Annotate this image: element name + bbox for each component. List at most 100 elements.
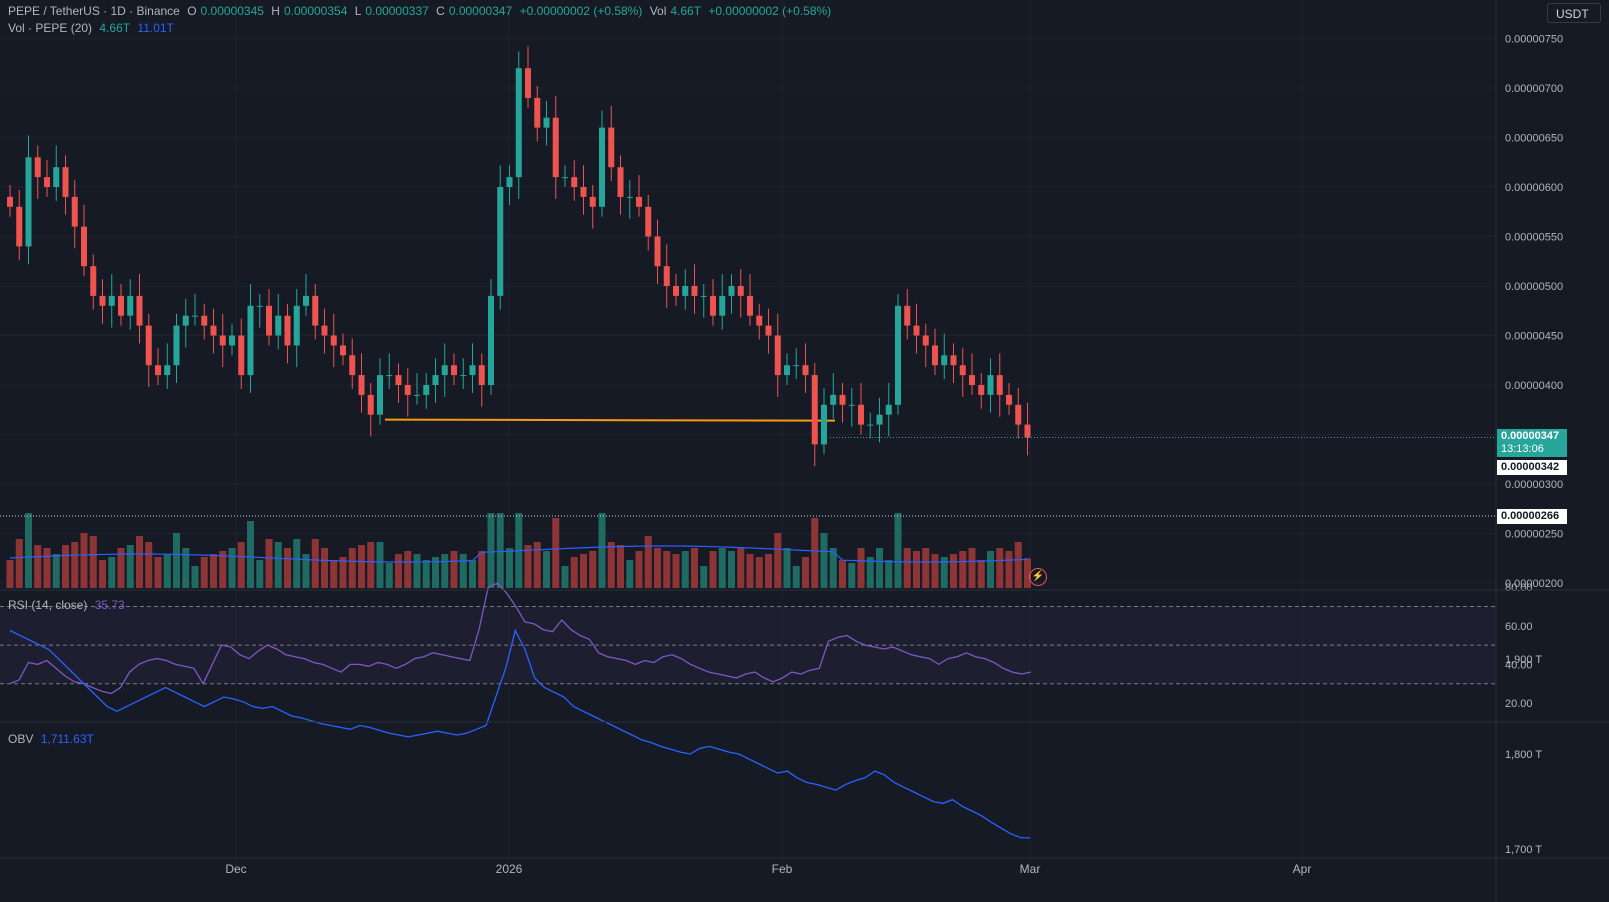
volume-bar (894, 513, 902, 588)
candle-body (1024, 424, 1031, 438)
lightning-icon[interactable]: ⚡ (1029, 568, 1047, 586)
volume-bar (765, 554, 772, 588)
candle-body (774, 335, 781, 376)
candle-body (321, 325, 328, 336)
candle-body (155, 365, 161, 376)
volume-bar (15, 539, 23, 588)
volume-bar (783, 548, 791, 588)
volume-legend-value: 4.66T (99, 21, 131, 35)
price-tick-label: 0.00000300 (1505, 479, 1563, 491)
candle-body (256, 305, 263, 307)
volume-bar (228, 548, 236, 588)
ohlc-vol: Vol 4.66T (649, 4, 702, 18)
obv-legend[interactable]: OBV 1,711.63T (8, 732, 94, 746)
volume-bar (755, 557, 763, 588)
candle-body (747, 295, 753, 316)
volume-bar (728, 551, 735, 588)
volume-bar (681, 551, 689, 588)
rsi-legend[interactable]: RSI (14, close) 35.73 (8, 598, 125, 612)
volume-bar (580, 554, 587, 588)
candle-body (626, 196, 633, 198)
obv-tick-label: 1,800 T (1505, 749, 1542, 761)
volume-bar (210, 554, 217, 588)
volume-bar (820, 533, 828, 588)
volume-bar (422, 560, 430, 588)
candle-body (941, 355, 948, 366)
volume-bar (617, 545, 624, 588)
candle-body (173, 325, 180, 366)
candle-body (201, 315, 208, 326)
volume-bar (848, 563, 856, 588)
candle-body (136, 295, 143, 326)
rsi-tick-label: 40.00 (1505, 659, 1533, 671)
volume-bar (237, 542, 245, 588)
volume-bar (126, 545, 134, 588)
candle-body (996, 375, 1003, 395)
volume-bar (543, 551, 550, 588)
volume-bar (1014, 542, 1022, 588)
symbol-label[interactable]: PEPE / TetherUS · 1D · Binance (8, 4, 180, 18)
volume-bar (1024, 558, 1031, 588)
candle-body (247, 305, 254, 376)
volume-bar (607, 542, 615, 588)
candle-body (663, 266, 670, 286)
candle-body (858, 404, 864, 425)
obv-tick-label: 1,900 T (1505, 654, 1542, 666)
candle-body (478, 365, 485, 385)
volume-bar (672, 554, 680, 588)
candle-body (99, 295, 106, 306)
candle-body (691, 286, 698, 296)
candle-body (497, 187, 504, 296)
candle-body (821, 404, 827, 445)
candle-body (645, 206, 652, 237)
volume-bar (700, 566, 708, 588)
candle-body (367, 394, 374, 415)
candle-body (765, 325, 772, 336)
volume-bar (709, 551, 717, 588)
candle-body (164, 365, 171, 376)
volume-bar (635, 551, 643, 588)
volume-bar (903, 548, 911, 588)
currency-unit-button[interactable]: USDT (1547, 3, 1601, 23)
candle-body (515, 68, 522, 178)
candle-body (784, 365, 790, 376)
volume-bar (321, 548, 328, 588)
candle-body (895, 305, 901, 405)
horizontal-line-drawing (384, 418, 836, 422)
candle-body (562, 177, 568, 179)
volume-bar (450, 551, 458, 588)
candle-body (682, 286, 689, 296)
volume-bar (404, 551, 412, 588)
candle-body (885, 404, 892, 415)
candle-body (349, 355, 356, 376)
candle-body (340, 345, 346, 356)
candle-body (441, 365, 448, 376)
candle-body (932, 345, 938, 366)
volume-bar (922, 548, 930, 588)
volume-bar (265, 539, 273, 588)
candle-body (90, 266, 97, 296)
candle-body (719, 295, 726, 316)
volume-bar (117, 548, 125, 588)
volume-bar (163, 554, 171, 588)
candle-body (192, 315, 198, 317)
candle-body (1015, 404, 1022, 425)
price-tick-label: 0.00000400 (1505, 380, 1563, 392)
candle-body (81, 226, 87, 267)
volume-bar (182, 548, 190, 588)
volume-legend[interactable]: Vol · PEPE (20) 4.66T 11.01T (8, 21, 178, 35)
volume-bar (43, 548, 51, 588)
candle-body (312, 295, 319, 326)
volume-bar (413, 554, 421, 588)
rsi-band (0, 606, 1496, 685)
volume-bar (839, 560, 846, 588)
volume-bar (441, 554, 449, 588)
volume-bar (376, 542, 384, 588)
volume-bar (358, 545, 365, 588)
candle-body (589, 196, 596, 207)
volume-bar (385, 563, 393, 588)
candle-body (571, 177, 578, 187)
candle-body (7, 196, 13, 207)
